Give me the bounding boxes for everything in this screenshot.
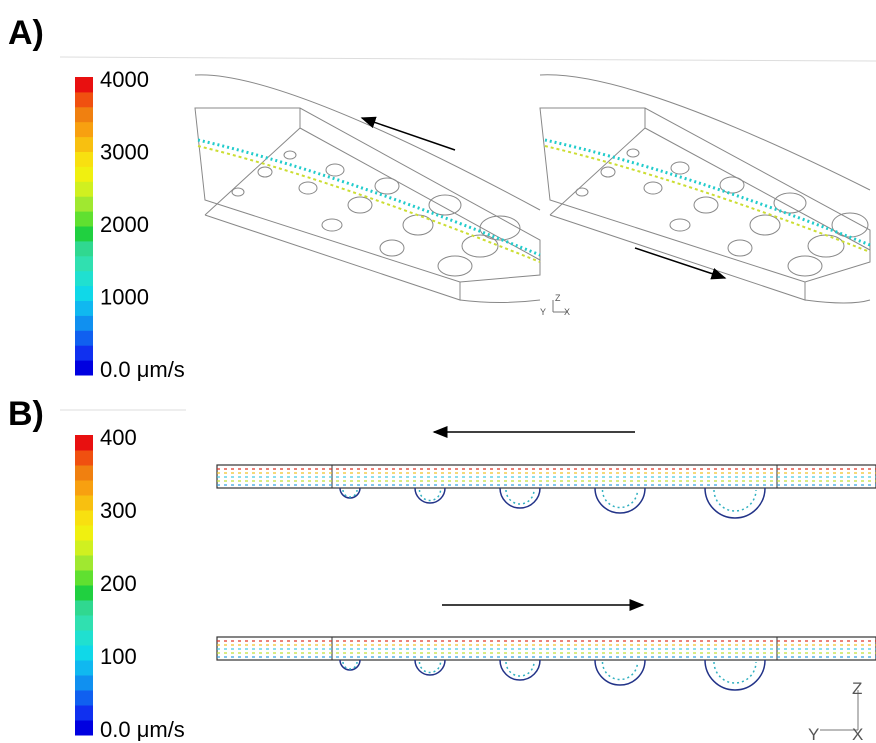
cavity-flow (420, 662, 441, 673)
cavity-flow (603, 490, 638, 508)
colorbar-step (75, 585, 93, 601)
colorbar-step (75, 301, 93, 316)
colorbar-step (75, 465, 93, 481)
colorbar-step (75, 181, 93, 196)
colorbar-step (75, 495, 93, 511)
colorbar-step (75, 645, 93, 661)
channel-side (217, 637, 876, 690)
axis-triad: Y Z X (540, 293, 570, 317)
colorbar-step (75, 271, 93, 286)
triad-label: X (564, 307, 570, 317)
colorbar-step (75, 525, 93, 541)
colorbar-step (75, 196, 93, 211)
colorbar-tick-label: 300 (100, 498, 137, 523)
cavity-flow (420, 490, 441, 501)
colorbar-step (75, 330, 93, 345)
colorbar-tick-label: 0.0 μm/s (100, 717, 185, 742)
colorbar-step (75, 241, 93, 256)
colorbar: 4000 3000 2000 1000 0.0 μm/s (75, 67, 185, 382)
colorbar-step (75, 360, 93, 375)
colorbar-tick-label: 4000 (100, 67, 149, 92)
colorbar-step (75, 570, 93, 586)
triad-label: Y (808, 725, 819, 743)
colorbar-tick-label: 200 (100, 571, 137, 596)
triad-label: X (852, 725, 863, 743)
colorbar-step (75, 600, 93, 616)
panel-label: B) (8, 395, 44, 433)
colorbar-step (75, 286, 93, 301)
colorbar-step (75, 690, 93, 706)
colorbar-step (75, 555, 93, 571)
colorbar-step (75, 226, 93, 241)
axis-triad: Z Y X (808, 679, 863, 743)
cavity-flow (506, 490, 534, 504)
colorbar-step (75, 450, 93, 466)
colorbar-step (75, 315, 93, 330)
colorbar-step (75, 256, 93, 271)
colorbar-step (75, 345, 93, 360)
colorbar-step (75, 720, 93, 736)
colorbar-step (75, 137, 93, 152)
colorbar-step (75, 92, 93, 107)
colorbar-step (75, 540, 93, 556)
colorbar-tick-label: 100 (100, 644, 137, 669)
colorbar-step (75, 615, 93, 631)
cavity (705, 660, 765, 690)
cavity-flow (343, 662, 357, 669)
separator (60, 57, 876, 61)
cavity-flow (343, 490, 357, 497)
colorbar-tick-label: 3000 (100, 139, 149, 164)
colorbar: 400 300 200 100 0.0 μm/s (75, 425, 185, 742)
triad-label: Z (852, 679, 862, 698)
triad-label: Y (540, 307, 546, 317)
colorbar-step (75, 435, 93, 451)
cavity-flow (714, 490, 756, 511)
colorbar-step (75, 152, 93, 167)
panel-label: A) (8, 14, 44, 52)
figure: A) B) 4000 3000 2000 1000 0.0 μm/s 400 300 200… (0, 0, 876, 743)
colorbar-step (75, 480, 93, 496)
cavity-flow (714, 662, 756, 683)
colorbar-tick-label: 2000 (100, 212, 149, 237)
colorbar-step (75, 705, 93, 721)
colorbar-step (75, 510, 93, 526)
colorbar-step (75, 77, 93, 92)
triad-label: Z (555, 293, 561, 303)
colorbar-step (75, 675, 93, 691)
colorbar-step (75, 122, 93, 137)
colorbar-step (75, 107, 93, 122)
colorbar-step (75, 211, 93, 226)
cavity-flow (506, 662, 534, 676)
cavity (705, 488, 765, 518)
channel-3d (195, 75, 540, 303)
cavity-flow (603, 662, 638, 680)
colorbar-step (75, 166, 93, 181)
colorbar-step (75, 630, 93, 646)
channel-side (217, 465, 876, 518)
colorbar-step (75, 660, 93, 676)
colorbar-tick-label: 400 (100, 425, 137, 450)
colorbar-tick-label: 0.0 μm/s (100, 357, 185, 382)
channel-3d (540, 75, 870, 303)
colorbar-tick-label: 1000 (100, 284, 149, 309)
